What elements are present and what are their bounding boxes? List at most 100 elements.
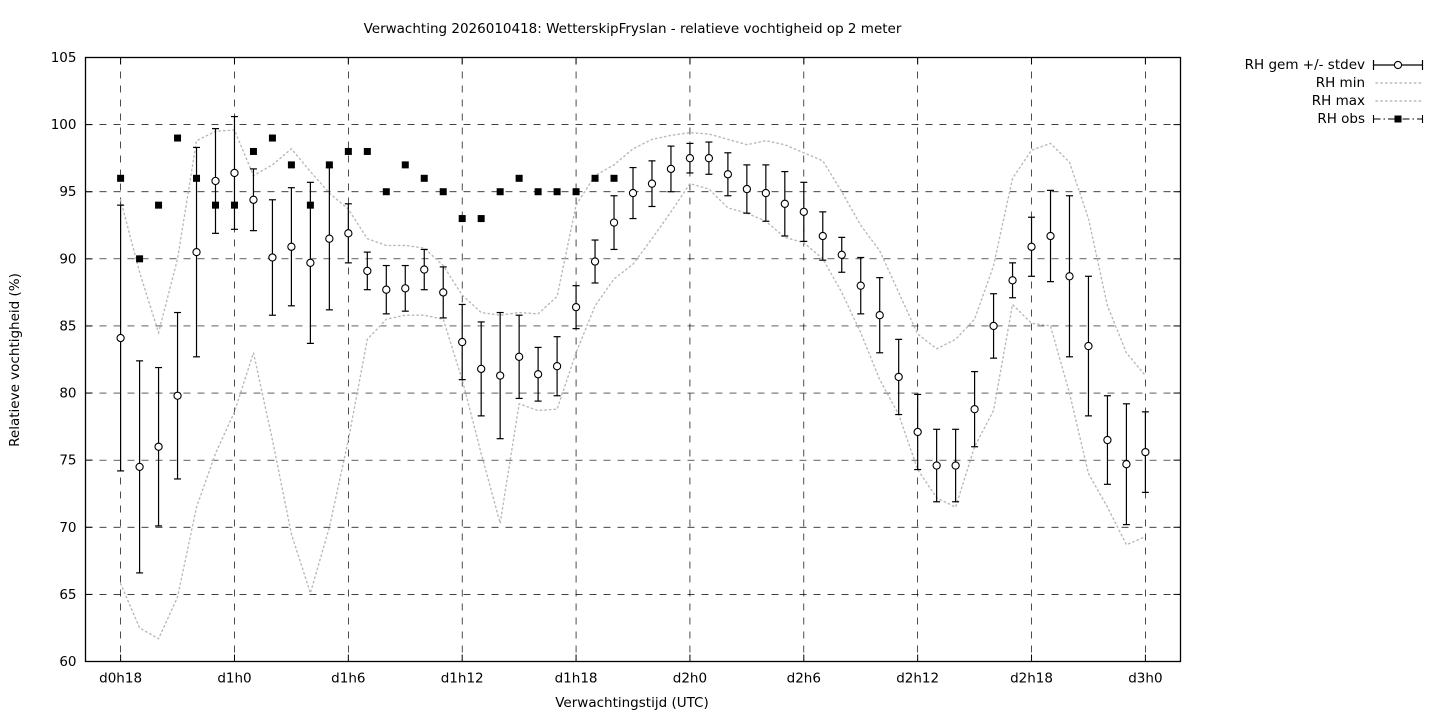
- error-bar: [420, 248, 429, 291]
- y-tick-label: 90: [59, 251, 76, 267]
- error-bar: [989, 293, 998, 359]
- error-bar: [1084, 275, 1093, 417]
- error-bar: [932, 428, 941, 503]
- mean-point: [609, 218, 619, 227]
- mean-point: [116, 333, 125, 343]
- error-bar: [116, 204, 125, 472]
- mean-point: [704, 154, 714, 163]
- y-tick-label: 105: [51, 50, 77, 66]
- error-bar: [325, 166, 334, 311]
- x-tick-label: d1h6: [331, 671, 365, 687]
- mean-point: [571, 303, 581, 312]
- obs-point: [136, 255, 144, 263]
- mean-point: [970, 405, 979, 414]
- y-tick-label: 65: [59, 587, 76, 603]
- mean-point: [552, 362, 562, 371]
- error-bar: [306, 181, 315, 344]
- x-tick-label: d2h0: [673, 671, 707, 687]
- error-bar: [1103, 395, 1112, 485]
- error-bar: [742, 164, 752, 214]
- mean-point: [211, 176, 220, 186]
- mean-point: [989, 321, 998, 331]
- obs-point: [174, 134, 182, 142]
- mean-point: [230, 168, 239, 178]
- obs-point: [458, 215, 466, 223]
- mean-point: [533, 370, 543, 379]
- mean-point: [173, 391, 182, 400]
- error-bar: [571, 285, 581, 330]
- error-bar: [401, 264, 410, 312]
- mean-point: [268, 253, 277, 262]
- obs-point: [420, 174, 428, 182]
- error-bar: [477, 321, 486, 417]
- obs-point: [515, 174, 523, 182]
- mean-point: [894, 372, 903, 382]
- error-bar: [970, 370, 979, 448]
- error-bar: [704, 141, 714, 175]
- mean-point: [1065, 272, 1074, 281]
- error-bar: [496, 311, 505, 440]
- error-bar: [590, 239, 600, 284]
- error-bar: [1122, 403, 1131, 526]
- obs-point: [287, 161, 295, 169]
- error-bar: [533, 346, 543, 402]
- obs-point: [553, 188, 561, 196]
- y-tick-label: 95: [59, 184, 76, 200]
- x-tick-label: d1h18: [555, 671, 598, 687]
- obs-point: [534, 188, 542, 196]
- error-bar: [192, 146, 201, 358]
- mean-point: [306, 258, 315, 268]
- error-bar: [173, 311, 182, 480]
- error-bar: [382, 264, 391, 315]
- mean-point: [420, 265, 429, 274]
- error-bar: [135, 360, 144, 574]
- mean-point: [932, 461, 941, 470]
- error-bar: [799, 181, 808, 242]
- mean-point: [913, 427, 922, 437]
- plot-border: [84, 56, 1182, 663]
- obs-point: [610, 174, 618, 182]
- error-bar: [666, 145, 676, 193]
- error-bar: [514, 314, 524, 400]
- legend-label: RH min: [1315, 75, 1365, 91]
- legend-label: RH max: [1311, 93, 1365, 109]
- mean-point: [590, 257, 600, 266]
- y-tick-label: 70: [59, 520, 76, 536]
- error-bar: [154, 366, 163, 527]
- x-tick-label: d0h18: [99, 671, 142, 687]
- x-tick-label: d1h0: [217, 671, 251, 687]
- error-bar: [628, 166, 638, 220]
- mean-point: [780, 199, 789, 208]
- y-tick-label: 75: [59, 453, 76, 469]
- errorbar-circle-sample-icon: [1372, 60, 1424, 70]
- mean-point: [325, 234, 334, 243]
- mean-point: [249, 195, 258, 204]
- mean-point: [723, 170, 733, 179]
- mean-point: [439, 288, 448, 297]
- mean-point: [647, 179, 657, 188]
- chart-legend: RH gem +/- stdev RH min RH max RH obs: [1245, 56, 1424, 128]
- mean-point: [135, 462, 144, 472]
- error-bar: [856, 256, 865, 315]
- mean-point: [496, 371, 505, 380]
- obs-point: [325, 161, 333, 169]
- chart-title: Verwachting 2026010418: WetterskipFrysla…: [363, 21, 902, 37]
- rh-obs-series: [117, 134, 618, 263]
- mean-point: [154, 442, 163, 451]
- dashdot-square-sample-icon: [1372, 115, 1424, 123]
- mean-point: [477, 364, 486, 374]
- legend-item-rh-gem-stdev: RH gem +/- stdev: [1245, 56, 1424, 74]
- legend-label: RH gem +/- stdev: [1244, 57, 1365, 73]
- mean-point: [1046, 231, 1055, 241]
- mean-point: [837, 250, 846, 259]
- obs-point: [401, 161, 409, 169]
- legend-label: RH obs: [1317, 111, 1365, 127]
- mean-point: [1008, 276, 1017, 285]
- rh-mean-errorbar-series: [116, 115, 1150, 574]
- x-axis-title: Verwachtingstijd (UTC): [555, 695, 709, 711]
- mean-point: [401, 284, 410, 293]
- x-tick-label: d2h12: [896, 671, 939, 687]
- mean-point: [742, 184, 752, 194]
- error-bar: [344, 203, 353, 264]
- mean-point: [1122, 460, 1131, 469]
